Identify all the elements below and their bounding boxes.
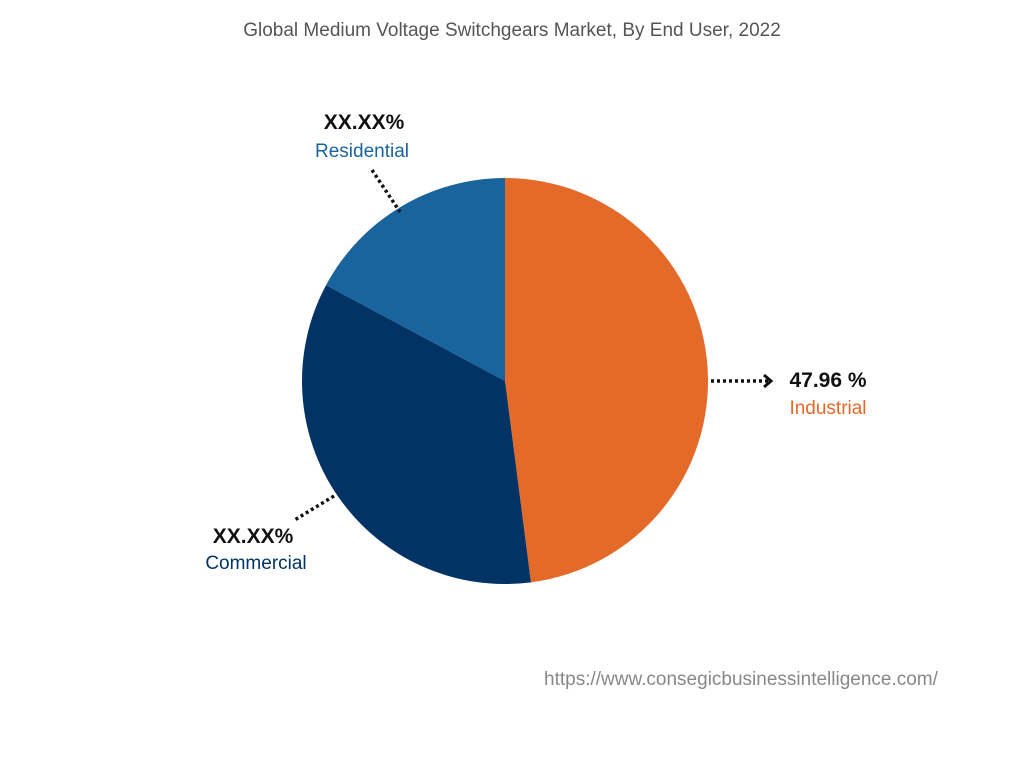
data-label-residential-value: XX.XX%	[324, 111, 405, 134]
leader-residential	[370, 169, 402, 213]
data-label-industrial-name: Industrial	[789, 398, 866, 419]
pie-slice-industrial	[505, 178, 708, 583]
pie-slice-commercial	[302, 285, 531, 584]
chart-title: Global Medium Voltage Switchgears Market…	[243, 20, 781, 41]
data-label-commercial-value: XX.XX%	[213, 525, 294, 548]
data-label-residential-name: Residential	[315, 141, 409, 162]
leader-commercial	[292, 494, 335, 523]
source-url: https://www.consegicbusinessintelligence…	[544, 669, 938, 690]
data-label-industrial-value: 47.96 %	[789, 369, 866, 392]
data-label-commercial-name: Commercial	[205, 553, 306, 574]
arrow-industrial-icon	[763, 373, 774, 389]
pie-slice-residential	[326, 178, 505, 381]
